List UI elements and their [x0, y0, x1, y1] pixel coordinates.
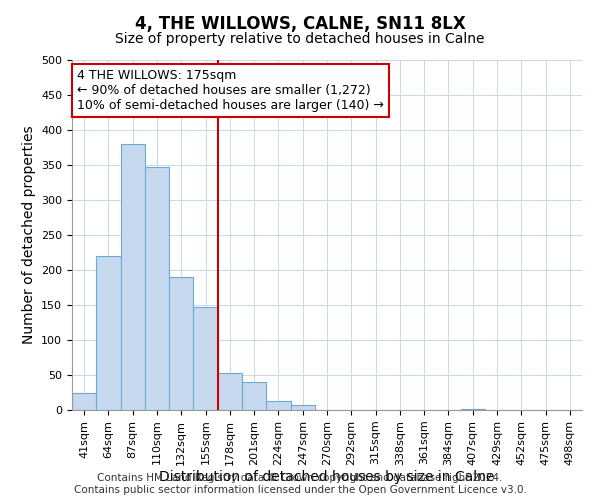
- Text: 4 THE WILLOWS: 175sqm
← 90% of detached houses are smaller (1,272)
10% of semi-d: 4 THE WILLOWS: 175sqm ← 90% of detached …: [77, 69, 384, 112]
- Bar: [290, 405, 315, 410]
- X-axis label: Distribution of detached houses by size in Calne: Distribution of detached houses by size …: [160, 470, 494, 484]
- Bar: [266, 401, 290, 410]
- Y-axis label: Number of detached properties: Number of detached properties: [22, 126, 35, 344]
- Bar: [145, 167, 169, 410]
- Text: 4, THE WILLOWS, CALNE, SN11 8LX: 4, THE WILLOWS, CALNE, SN11 8LX: [134, 15, 466, 33]
- Bar: [72, 392, 96, 410]
- Text: Size of property relative to detached houses in Calne: Size of property relative to detached ho…: [115, 32, 485, 46]
- Bar: [193, 307, 218, 410]
- Bar: [96, 256, 121, 410]
- Bar: [121, 144, 145, 410]
- Bar: [169, 277, 193, 410]
- Bar: [242, 382, 266, 410]
- Bar: [218, 373, 242, 410]
- Bar: [461, 408, 485, 410]
- Text: Contains HM Land Registry data © Crown copyright and database right 2024.
Contai: Contains HM Land Registry data © Crown c…: [74, 474, 526, 495]
